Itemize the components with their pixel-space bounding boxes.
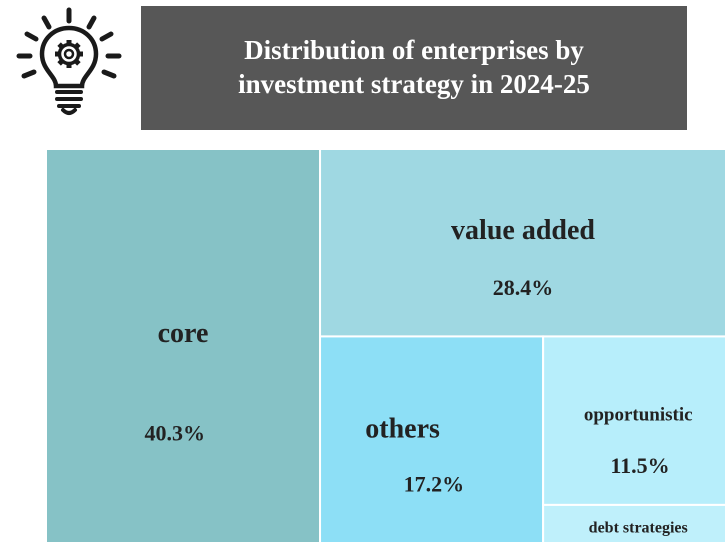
lightbulb-gear-icon bbox=[16, 7, 122, 115]
treemap-cell-opportunistic bbox=[542, 335, 728, 506]
treemap-value-others: 17.2% bbox=[404, 471, 465, 496]
treemap-cell-others bbox=[319, 335, 545, 544]
treemap-value-opportunistic: 11.5% bbox=[610, 453, 669, 478]
treemap-cell-core bbox=[45, 148, 322, 544]
treemap-label-opportunistic: opportunistic bbox=[584, 405, 693, 426]
treemap-label-others: others bbox=[365, 414, 440, 445]
title-banner: Distribution of enterprises by investmen… bbox=[141, 6, 687, 130]
treemap-cell-debt-strategies bbox=[542, 503, 728, 545]
treemap-label-debt-strategies: debt strategies bbox=[589, 519, 688, 536]
treemap-value-core: 40.3% bbox=[145, 421, 206, 446]
chart-title: Distribution of enterprises by investmen… bbox=[238, 35, 590, 99]
treemap-cell-value-added bbox=[319, 148, 727, 338]
treemap-label-value-added: value added bbox=[451, 215, 595, 246]
treemap-label-core: core bbox=[158, 318, 209, 349]
treemap-value-value-added: 28.4% bbox=[493, 275, 554, 300]
